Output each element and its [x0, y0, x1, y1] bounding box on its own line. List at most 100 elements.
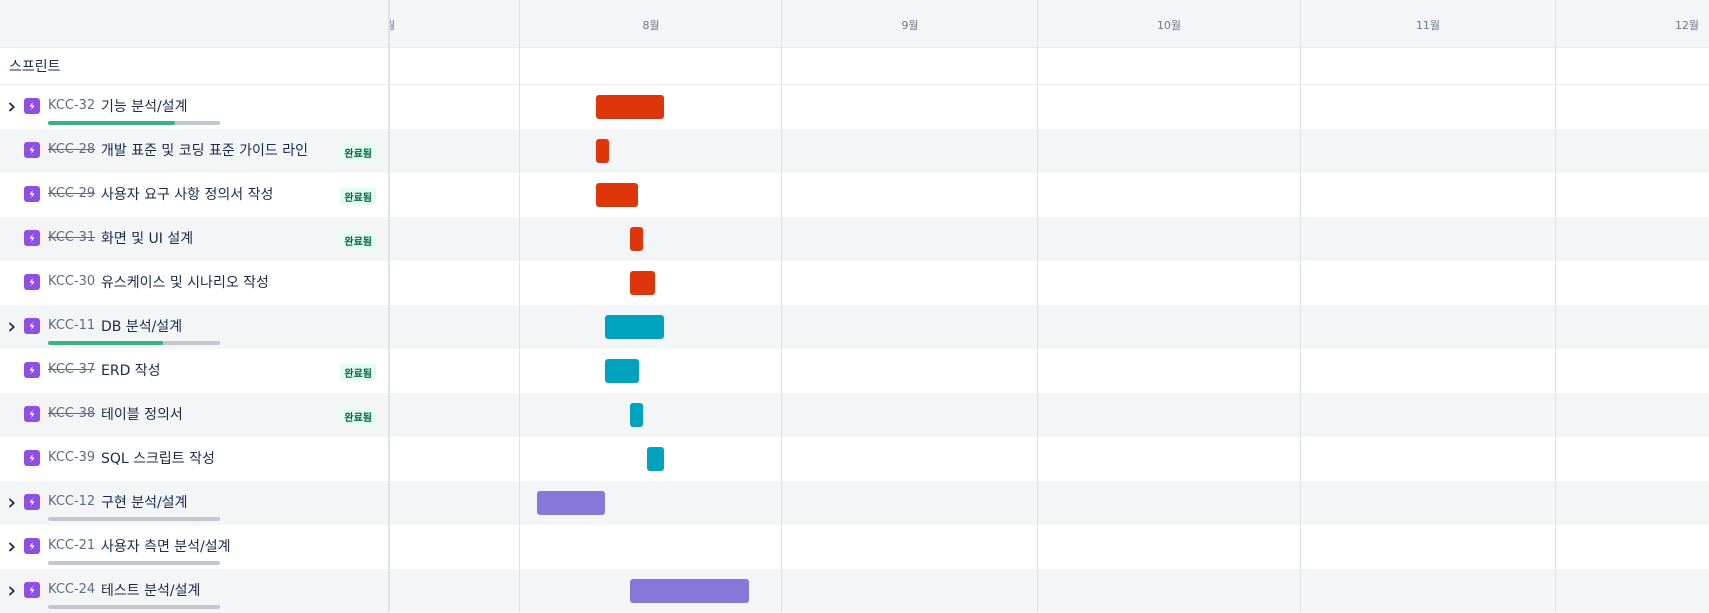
month-divider — [519, 0, 520, 612]
issue-key[interactable]: KCC-24 — [48, 582, 95, 597]
schedule-bar[interactable] — [630, 271, 655, 295]
progress-bar — [48, 605, 220, 609]
issue-key[interactable]: KCC-28 — [48, 142, 95, 157]
bolt-icon — [24, 274, 40, 290]
issue-row[interactable]: KCC-39 SQL 스크립트 작성 — [0, 437, 388, 481]
status-badge: 완료됨 — [340, 144, 376, 161]
month-divider — [1037, 0, 1038, 612]
issue-key[interactable]: KCC-12 — [48, 494, 95, 509]
timeline-lane — [390, 525, 1709, 569]
timeline-lane — [390, 217, 1709, 261]
progress-bar — [48, 121, 220, 125]
issue-row[interactable]: KCC-12 구현 분석/설계 — [0, 481, 388, 525]
timeline-lane — [390, 261, 1709, 305]
timeline-lane — [390, 481, 1709, 525]
schedule-bar[interactable] — [605, 359, 639, 383]
schedule-bar[interactable] — [537, 491, 605, 515]
issue-row[interactable]: KCC-30 유스케이스 및 시나리오 작성 — [0, 261, 388, 305]
progress-fill — [48, 121, 175, 125]
timeline-lane — [390, 85, 1709, 129]
progress-bar — [48, 341, 220, 345]
timeline-lane — [390, 437, 1709, 481]
issue-summary[interactable]: DB 분석/설계 — [101, 316, 182, 336]
issue-list-panel: 스프린트 KCC-32 기능 분석/설계 KCC-28 개발 표준 및 코딩 표준 가… — [0, 0, 390, 612]
month-divider — [1555, 0, 1556, 612]
issue-summary[interactable]: 개발 표준 및 코딩 표준 가이드 라인 — [101, 140, 308, 160]
issue-key[interactable]: KCC-21 — [48, 538, 95, 553]
timeline-lane — [390, 569, 1709, 612]
month-label: 10월 — [1157, 17, 1181, 33]
schedule-bar[interactable] — [596, 183, 638, 207]
chevron-right-icon[interactable] — [7, 498, 17, 508]
status-badge: 완료됨 — [340, 364, 376, 381]
issue-key[interactable]: KCC-29 — [48, 186, 95, 201]
issue-summary[interactable]: 사용자 측면 분석/설계 — [101, 536, 231, 556]
issue-list-header — [0, 0, 388, 48]
issue-row[interactable]: KCC-11 DB 분석/설계 — [0, 305, 388, 349]
issue-key[interactable]: KCC-31 — [48, 230, 95, 245]
schedule-bar[interactable] — [596, 95, 664, 119]
status-badge: 완료됨 — [340, 232, 376, 249]
timeline-lane — [390, 305, 1709, 349]
issue-row[interactable]: KCC-38 테이블 정의서 완료됨 — [0, 393, 388, 437]
schedule-bar[interactable] — [630, 227, 643, 251]
bolt-icon — [24, 186, 40, 202]
schedule-bar[interactable] — [630, 403, 643, 427]
progress-bar — [48, 561, 220, 565]
month-label: 12월 — [1675, 17, 1699, 33]
issue-key[interactable]: KCC-38 — [48, 406, 95, 421]
bolt-icon — [24, 494, 40, 510]
schedule-bar[interactable] — [596, 139, 609, 163]
bolt-icon — [24, 450, 40, 466]
issue-row[interactable]: KCC-31 화면 및 UI 설계 완료됨 — [0, 217, 388, 261]
issue-rows: KCC-32 기능 분석/설계 KCC-28 개발 표준 및 코딩 표준 가이드 라인… — [0, 85, 388, 613]
sprint-row[interactable]: 스프린트 — [0, 48, 388, 85]
issue-key[interactable]: KCC-11 — [48, 318, 95, 333]
issue-key[interactable]: KCC-37 — [48, 362, 95, 377]
bolt-icon — [24, 318, 40, 334]
issue-row[interactable]: KCC-29 사용자 요구 사항 정의서 작성 완료됨 — [0, 173, 388, 217]
bolt-icon — [24, 142, 40, 158]
issue-summary[interactable]: 구현 분석/설계 — [101, 492, 187, 512]
sprint-lane — [390, 48, 1709, 85]
timeline-grid: 월 8월 9월 10월 11월 12월 — [390, 0, 1709, 612]
issue-summary[interactable]: 사용자 요구 사항 정의서 작성 — [101, 184, 273, 204]
chevron-right-icon[interactable] — [7, 102, 17, 112]
sprint-label: 스프린트 — [9, 56, 61, 76]
issue-row[interactable]: KCC-37 ERD 작성 완료됨 — [0, 349, 388, 393]
bolt-icon — [24, 98, 40, 114]
bolt-icon — [24, 582, 40, 598]
issue-summary[interactable]: 유스케이스 및 시나리오 작성 — [101, 272, 269, 292]
status-badge: 완료됨 — [340, 408, 376, 425]
issue-row[interactable]: KCC-28 개발 표준 및 코딩 표준 가이드 라인 완료됨 — [0, 129, 388, 173]
schedule-bar[interactable] — [630, 579, 749, 603]
bolt-icon — [24, 362, 40, 378]
issue-key[interactable]: KCC-39 — [48, 450, 95, 465]
schedule-bar[interactable] — [647, 447, 664, 471]
issue-summary[interactable]: ERD 작성 — [101, 360, 161, 380]
issue-summary[interactable]: 테스트 분석/설계 — [101, 580, 200, 600]
bolt-icon — [24, 230, 40, 246]
bolt-icon — [24, 538, 40, 554]
chevron-right-icon[interactable] — [7, 586, 17, 596]
issue-summary[interactable]: SQL 스크립트 작성 — [101, 448, 215, 468]
issue-row[interactable]: KCC-24 테스트 분석/설계 — [0, 569, 388, 613]
month-header: 월 8월 9월 10월 11월 12월 — [390, 0, 1709, 48]
month-divider — [1300, 0, 1301, 612]
month-divider — [781, 0, 782, 612]
issue-row[interactable]: KCC-32 기능 분석/설계 — [0, 85, 388, 129]
issue-summary[interactable]: 화면 및 UI 설계 — [101, 228, 193, 248]
issue-row[interactable]: KCC-21 사용자 측면 분석/설계 — [0, 525, 388, 569]
issue-summary[interactable]: 테이블 정의서 — [101, 404, 183, 424]
issue-summary[interactable]: 기능 분석/설계 — [101, 96, 187, 116]
chevron-right-icon[interactable] — [7, 322, 17, 332]
schedule-bar[interactable] — [605, 315, 664, 339]
chevron-right-icon[interactable] — [7, 542, 17, 552]
progress-fill — [48, 341, 163, 345]
timeline-lane — [390, 349, 1709, 393]
month-label: 11월 — [1416, 17, 1440, 33]
timeline-lane — [390, 129, 1709, 173]
issue-key[interactable]: KCC-32 — [48, 98, 95, 113]
issue-key[interactable]: KCC-30 — [48, 274, 95, 289]
